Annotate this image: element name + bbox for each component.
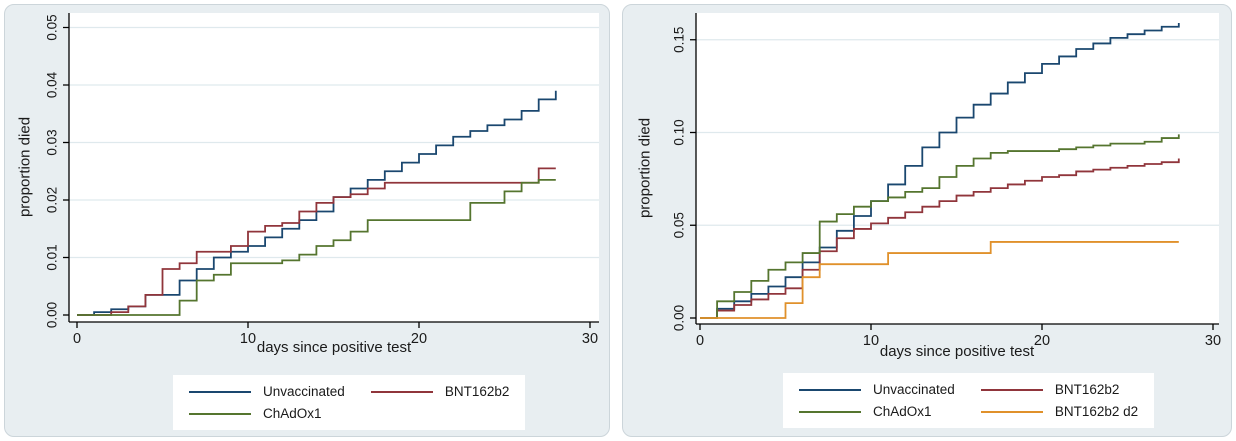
legend: Unvaccinated BNT162b2 ChAdOx1 BNT162b2 d… (783, 373, 1155, 428)
y-axis-title: proportion died (16, 116, 34, 218)
legend-item: Unvaccinated (799, 382, 955, 397)
legend-label: BNT162b2 d2 (1054, 404, 1139, 419)
x-tick-label: 0 (73, 331, 81, 347)
series-bnt162b2-d2 (700, 241, 1179, 319)
legend-item: Unvaccinated (189, 384, 345, 399)
x-axis-title: days since positive test (879, 343, 1035, 360)
y-tick-label: 0.10 (672, 119, 687, 145)
left-survival-plot: 0.00 0.01 0.02 0.03 0.04 0.05 0 10 20 30 (45, 13, 599, 347)
legend-line-bnt162b2-d2 (980, 410, 1043, 413)
y-tick-label: 0.00 (45, 302, 60, 328)
legend-item: BNT162b2 (370, 384, 510, 399)
legend-label: BNT162b2 (444, 384, 510, 399)
legend-line-unvaccinated (189, 390, 251, 393)
x-tick-label: 30 (582, 331, 598, 347)
y-tick-label: 0.05 (672, 212, 687, 238)
series-chadox1 (700, 134, 1180, 319)
legend-label: ChAdOx1 (873, 404, 932, 419)
legend-item: BNT162b2 d2 (980, 404, 1139, 419)
series-bnt162b2 (700, 158, 1180, 319)
y-tick-label: 0.15 (672, 27, 687, 53)
legend-line-bnt162b2 (980, 388, 1043, 391)
series-unvaccinated (700, 23, 1180, 319)
legend-line-chadox1 (799, 410, 861, 413)
y-tick-label: 0.02 (45, 187, 60, 213)
legend-label: Unvaccinated (263, 384, 345, 399)
series-unvaccinated (77, 90, 557, 316)
y-tick-label: 0.03 (45, 129, 60, 155)
legend: Unvaccinated BNT162b2 ChAdOx1 (173, 375, 526, 430)
series-bnt162b2 (77, 167, 556, 316)
x-tick-label: 30 (1205, 333, 1221, 349)
x-tick-label: 10 (240, 331, 256, 347)
legend-item: BNT162b2 (980, 382, 1138, 397)
x-tick-label: 20 (1034, 333, 1050, 349)
left-chart-panel: 0.00 0.01 0.02 0.03 0.04 0.05 0 10 20 30 proporti… (4, 4, 610, 437)
legend-label: BNT162b2 (1054, 382, 1120, 397)
legend-label: Unvaccinated (873, 382, 955, 397)
legend-line-chadox1 (189, 412, 251, 415)
legend-line-bnt162b2 (370, 390, 433, 393)
y-tick-label: 0.05 (45, 14, 60, 40)
right-chart-panel: 0.00 0.05 0.10 0.15 0 10 20 30 proportion died … (622, 4, 1232, 437)
x-tick-label: 20 (411, 331, 427, 347)
y-tick-label: 0.01 (45, 244, 60, 270)
plot-area (69, 13, 599, 322)
x-tick-label: 10 (863, 333, 879, 349)
legend-label: ChAdOx1 (263, 406, 322, 421)
series-chadox1 (77, 178, 556, 316)
plot-area (696, 13, 1219, 324)
y-tick-label: 0.04 (45, 71, 60, 98)
x-tick-label: 0 (696, 333, 704, 349)
x-axis-title: days since positive test (256, 339, 412, 356)
y-tick-label: 0.00 (672, 305, 687, 331)
legend-item: ChAdOx1 (189, 406, 345, 421)
legend-line-unvaccinated (799, 388, 861, 391)
y-axis-title: proportion died (636, 117, 654, 219)
legend-item: ChAdOx1 (799, 404, 955, 419)
right-survival-plot: 0.00 0.05 0.10 0.15 0 10 20 30 (672, 13, 1221, 349)
